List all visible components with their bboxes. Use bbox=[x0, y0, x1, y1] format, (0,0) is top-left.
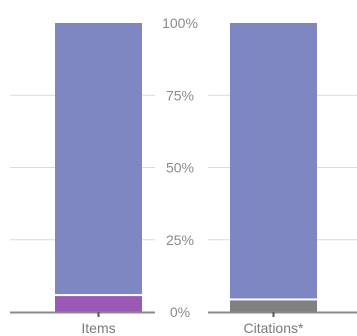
category-labels: Items Citations* bbox=[81, 320, 304, 336]
bar-segment-2-2 bbox=[230, 23, 317, 299]
y-tick-label-50pct: 50% bbox=[166, 160, 194, 176]
y-tick-label-0pct: 0% bbox=[170, 304, 190, 320]
bar-segment-1-1 bbox=[55, 296, 142, 312]
y-tick-label-100pct: 100% bbox=[162, 15, 198, 31]
bar-segment-1-2 bbox=[55, 23, 142, 295]
y-tick-label-25pct: 25% bbox=[166, 232, 194, 248]
baselines bbox=[10, 311, 357, 317]
y-axis-tick-labels: 0% 25% 50% 75% 100% bbox=[162, 15, 198, 320]
bars bbox=[55, 23, 317, 312]
bar-segment-2-1 bbox=[230, 300, 317, 312]
category-label-2: Citations* bbox=[244, 320, 304, 336]
category-label-1: Items bbox=[81, 320, 115, 336]
y-tick-label-75pct: 75% bbox=[166, 87, 194, 103]
